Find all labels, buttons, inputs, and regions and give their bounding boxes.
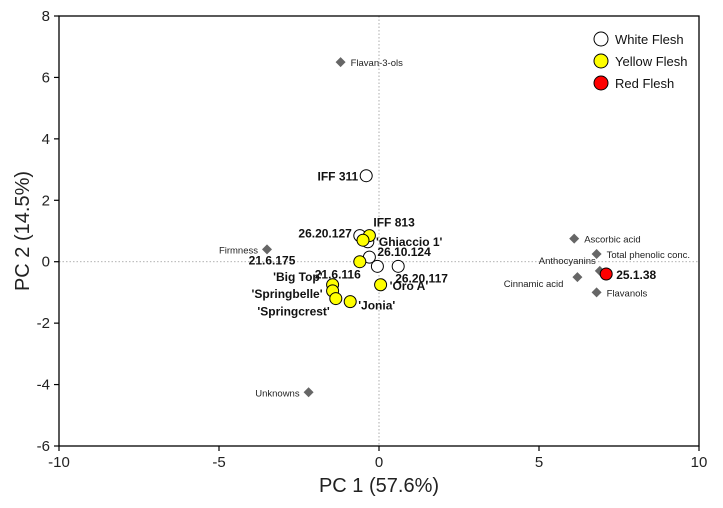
sample-label-jonia: 'Jonia' xyxy=(358,299,395,313)
sample-label-26-20-117: 26.20.117 xyxy=(395,271,448,285)
sample-marker-red-flesh-25-1-38 xyxy=(599,267,613,281)
sample-label-iff-813: IFF 813 xyxy=(373,216,415,230)
sample-label-21-6-116: 21.6.116 xyxy=(315,268,361,282)
sample-marker-yellow-flesh-ghiaccio-1 xyxy=(356,233,370,247)
x-tick-label: -5 xyxy=(212,454,225,471)
y-tick-label: 8 xyxy=(42,8,50,25)
sample-label-21-6-175: 21.6.175 xyxy=(249,253,296,267)
loading-marker-total-phenolic-conc xyxy=(591,249,602,260)
y-tick-label: -2 xyxy=(37,315,50,332)
legend: White Flesh Yellow Flesh Red Flesh xyxy=(593,31,688,91)
sample-marker-yellow-flesh-springcrest xyxy=(329,292,343,306)
legend-red-flesh-marker xyxy=(593,75,609,91)
sample-label-big-top: 'Big Top' xyxy=(273,270,323,284)
loading-marker-cinnamic-acid xyxy=(572,272,583,283)
loading-label-ascorbic-acid: Ascorbic acid xyxy=(584,235,641,246)
y-axis-title: PC 2 (14.5%) xyxy=(12,171,34,291)
sample-marker-yellow-flesh-21-6-116 xyxy=(353,255,367,269)
sample-label-oro-a: 'Oro A' xyxy=(390,279,429,293)
loading-marker-unknowns xyxy=(303,387,314,398)
sample-markers: IFF 311 26.20.127 26.10.124 21.6.175 26.20.1… xyxy=(249,169,657,319)
loading-label-flavanols: Flavanols xyxy=(607,288,648,299)
legend-yellow-flesh-label: Yellow Flesh xyxy=(615,54,688,69)
sample-label-springbelle: 'Springbelle' xyxy=(252,287,323,301)
x-tick-label: 5 xyxy=(535,454,543,471)
loading-marker-flavan-3-ols xyxy=(335,57,346,68)
loading-label-cinnamic-acid: Cinnamic acid xyxy=(504,279,564,290)
loading-label-total-phenolic-conc: Total phenolic conc. xyxy=(607,250,690,261)
loading-label-flavan-3-ols: Flavan-3-ols xyxy=(351,58,404,69)
sample-marker-white-flesh-iff-311 xyxy=(359,169,373,183)
sample-label-ghiaccio-1: 'Ghiaccio 1' xyxy=(376,235,443,249)
x-axis-title: PC 1 (57.6%) xyxy=(319,475,439,497)
loading-marker-firmness xyxy=(262,244,272,255)
sample-label-26-20-127: 26.20.127 xyxy=(298,227,352,241)
loading-label-firmness: Firmness xyxy=(219,245,258,256)
x-tick-label: 0 xyxy=(375,454,383,471)
loading-marker-flavanols xyxy=(591,287,602,298)
y-tick-label: -6 xyxy=(37,438,50,455)
sample-label-springcrest: 'Springcrest' xyxy=(257,305,330,319)
legend-red-flesh-label: Red Flesh xyxy=(615,76,674,91)
y-tick-label: 0 xyxy=(42,254,50,271)
legend-yellow-flesh-marker xyxy=(593,53,609,69)
sample-marker-white-flesh-21-6-175 xyxy=(370,259,384,273)
legend-white-flesh-marker xyxy=(593,31,609,47)
y-tick-label: 4 xyxy=(42,131,50,148)
sample-marker-yellow-flesh-jonia xyxy=(343,295,357,309)
x-tick-label: 10 xyxy=(691,454,708,471)
sample-label-iff-311: IFF 311 xyxy=(318,170,359,184)
sample-marker-white-flesh-26-20-117 xyxy=(391,259,405,273)
x-tick-label: -10 xyxy=(48,454,70,471)
legend-white-flesh-label: White Flesh xyxy=(615,32,684,47)
loading-label-unknowns: Unknowns xyxy=(255,388,300,399)
sample-label-26-10-124: 26.10.124 xyxy=(377,245,431,259)
loading-markers: Flavan-3-ols Firmness Unknowns Ascorbic aci… xyxy=(219,57,690,399)
axis-ticks: -10 -5 0 5 10 -6 -4 -2 0 2 4 6 8 xyxy=(37,8,708,471)
sample-label-25-1-38: 25.1.38 xyxy=(616,268,656,282)
sample-marker-yellow-flesh-oro-a xyxy=(374,278,388,292)
y-tick-label: -4 xyxy=(37,377,50,394)
loading-marker-ascorbic-acid xyxy=(569,233,580,244)
y-tick-label: 6 xyxy=(42,69,50,86)
y-tick-label: 2 xyxy=(42,192,50,209)
loading-label-anthocyanins: Anthocyanins xyxy=(539,256,596,267)
